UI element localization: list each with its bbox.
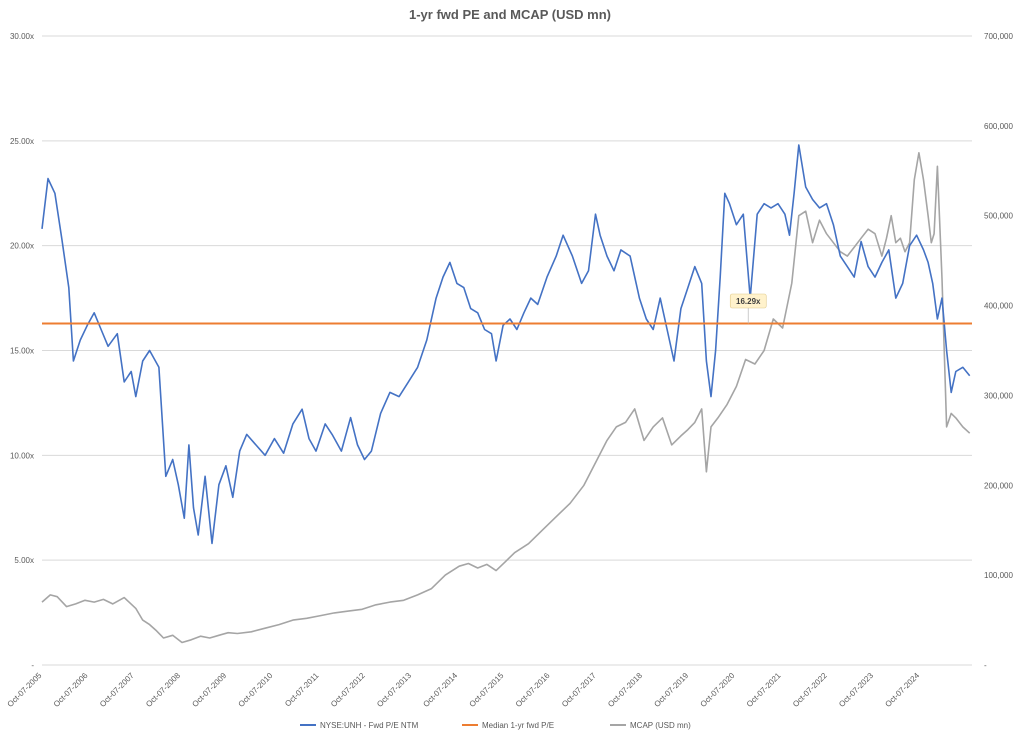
- legend-label: MCAP (USD mn): [630, 721, 691, 730]
- x-tick-label: Oct-07-2007: [98, 671, 136, 709]
- y-right-tick-label: 700,000: [984, 32, 1013, 41]
- annotation-label: 16.29x: [736, 297, 761, 306]
- annotations: 16.29x: [729, 293, 767, 324]
- x-tick-label: Oct-07-2006: [52, 671, 90, 709]
- x-tick-label: Oct-07-2013: [375, 671, 413, 709]
- x-tick-label: Oct-07-2018: [606, 671, 644, 709]
- x-tick-label: Oct-07-2016: [514, 671, 552, 709]
- x-tick-label: Oct-07-2023: [837, 671, 875, 709]
- y-right-tick-label: 100,000: [984, 571, 1013, 580]
- x-tick-label: Oct-07-2014: [421, 671, 459, 709]
- series-line: [41, 144, 971, 545]
- legend-label: NYSE:UNH - Fwd P/E NTM: [320, 721, 419, 730]
- y-right-tick-label: 200,000: [984, 481, 1013, 490]
- series-lines: [41, 144, 972, 644]
- gridlines: [42, 35, 972, 666]
- y-right-tick-label: 300,000: [984, 391, 1013, 400]
- x-axis: Oct-07-2005 Oct-07-2006 Oct-07-2007 Oct-07-…: [6, 671, 922, 709]
- x-tick-label: Oct-07-2019: [652, 671, 690, 709]
- y-right-tick-label: 500,000: [984, 212, 1013, 221]
- y-axis-left: - 5.00x 10.00x 15.00x 20.00x 25.00x 30.00x: [10, 32, 34, 670]
- x-tick-label: Oct-07-2022: [791, 671, 829, 709]
- x-tick-label: Oct-07-2005: [6, 671, 44, 709]
- x-tick-label: Oct-07-2010: [237, 671, 275, 709]
- x-tick-label: Oct-07-2008: [144, 671, 182, 709]
- legend: NYSE:UNH - Fwd P/E NTM Median 1-yr fwd P/…: [300, 721, 691, 730]
- y-right-tick-label: 600,000: [984, 122, 1013, 131]
- y-left-tick-label: 5.00x: [14, 556, 34, 565]
- x-tick-label: Oct-07-2020: [699, 671, 737, 709]
- y-left-tick-label: 15.00x: [10, 347, 34, 356]
- y-left-tick-label: 30.00x: [10, 32, 34, 41]
- y-left-tick-label: 20.00x: [10, 242, 34, 251]
- x-tick-label: Oct-07-2015: [468, 671, 506, 709]
- x-tick-label: Oct-07-2017: [560, 671, 598, 709]
- y-right-tick-label: -: [984, 661, 987, 670]
- x-tick-label: Oct-07-2024: [883, 671, 921, 709]
- y-left-tick-label: 25.00x: [10, 137, 34, 146]
- x-tick-label: Oct-07-2012: [329, 671, 367, 709]
- y-axis-right: - 100,000 200,000 300,000 400,000 500,000 600,…: [984, 32, 1013, 670]
- x-tick-label: Oct-07-2021: [745, 671, 783, 709]
- x-tick-label: Oct-07-2009: [190, 671, 228, 709]
- legend-label: Median 1-yr fwd P/E: [482, 721, 554, 730]
- chart-title: 1-yr fwd PE and MCAP (USD mn): [409, 7, 611, 22]
- series-line: [41, 152, 971, 644]
- x-tick-label: Oct-07-2011: [283, 671, 321, 709]
- y-left-tick-label: -: [31, 661, 34, 670]
- y-left-tick-label: 10.00x: [10, 451, 34, 460]
- y-right-tick-label: 400,000: [984, 302, 1013, 311]
